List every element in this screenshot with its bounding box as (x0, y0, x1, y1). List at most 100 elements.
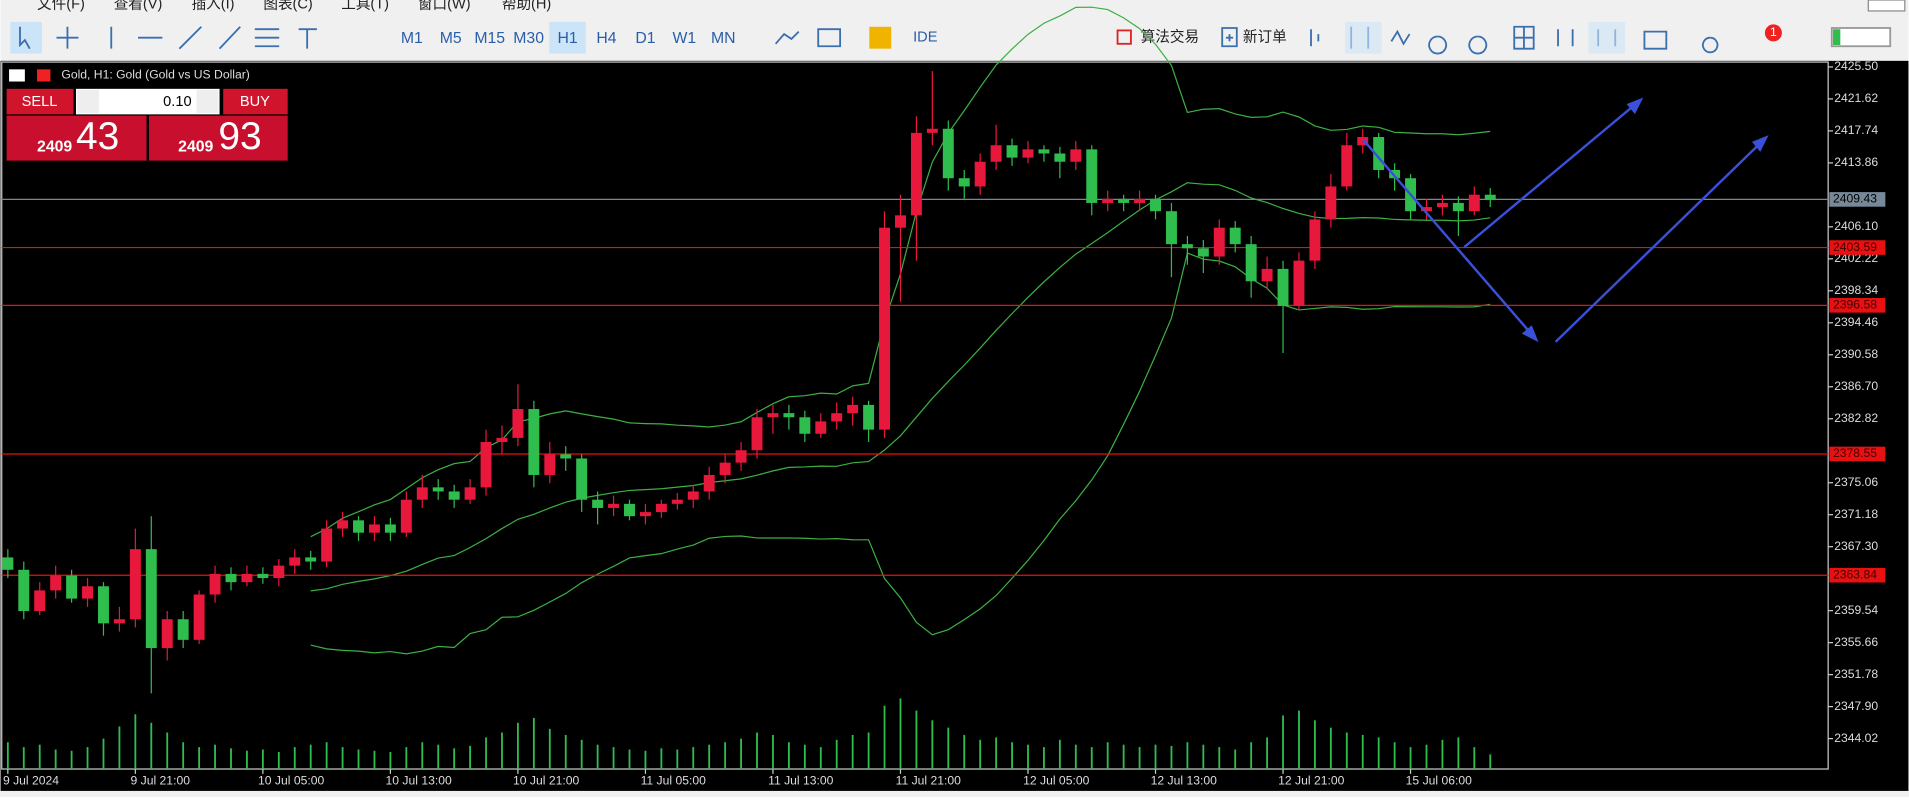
candle-body (799, 417, 811, 434)
candle-body (671, 499, 683, 504)
bid-big: 2409 (37, 138, 72, 155)
candle-body (544, 454, 556, 475)
bollinger-band (310, 252, 1491, 655)
price-level-tag (1829, 446, 1886, 462)
x-tick-label: 12 Jul 13:00 (1151, 773, 1217, 787)
y-tick-label: 2375.06 (1834, 475, 1878, 489)
candle-body (703, 474, 715, 492)
ask-big: 2409 (178, 138, 213, 155)
candle-body (432, 487, 444, 492)
arrow-line (1554, 136, 1767, 343)
candle-body (337, 520, 349, 529)
candle-body (1325, 186, 1337, 220)
candle-body (353, 520, 364, 533)
y-tick-label: 2355.66 (1834, 635, 1878, 649)
candle-btn[interactable] (1345, 21, 1382, 54)
timeframe-button[interactable]: W1 (673, 30, 697, 47)
arrow-head (1521, 325, 1539, 343)
menu-item[interactable]: 工具(T) (341, 0, 389, 13)
chart-icon (9, 69, 25, 82)
candle-body (624, 503, 635, 517)
y-tick-label: 2425.50 (1834, 59, 1878, 73)
x-tick-label: 10 Jul 05:00 (258, 773, 324, 787)
candle-body (305, 557, 317, 562)
volume-up[interactable] (196, 90, 219, 114)
candle-body (400, 499, 412, 533)
candle-body (1150, 198, 1161, 212)
algo-icon[interactable] (1116, 29, 1132, 45)
x-tick-label: 11 Jul 13:00 (768, 773, 834, 787)
candle-body (1038, 149, 1050, 154)
menu-item[interactable]: 查看(V) (114, 0, 163, 13)
draw-icons[interactable] (110, 26, 317, 50)
algo-trading-button[interactable]: 算法交易 (1141, 28, 1199, 46)
price-level-label: 2396.58 (1833, 298, 1877, 312)
arrow-head (1626, 97, 1644, 115)
arrow-head (1751, 135, 1769, 152)
y-tick-label: 2386.70 (1834, 379, 1878, 393)
sell-label[interactable]: SELL (22, 94, 58, 110)
timeframe-button[interactable]: MN (711, 30, 736, 47)
candle-body (321, 528, 333, 562)
ide-button[interactable]: IDE (913, 30, 938, 46)
crosshair-icon[interactable] (56, 26, 79, 49)
volume-down[interactable] (77, 90, 100, 114)
timeframe-button[interactable]: M15 (474, 30, 505, 47)
y-tick-label: 2394.46 (1834, 315, 1878, 329)
timeframe-button[interactable]: M1 (401, 30, 423, 47)
candle-body (113, 619, 125, 624)
bid-box[interactable] (6, 115, 147, 161)
menu-item[interactable]: 窗口(W) (418, 0, 471, 13)
candle-body (161, 619, 173, 649)
candle-body (241, 573, 253, 583)
buy-button[interactable] (223, 88, 288, 115)
timeframe-button[interactable]: M5 (440, 30, 462, 47)
timeframe-button[interactable]: M30 (513, 30, 544, 47)
account-bar-fill (1833, 29, 1841, 46)
new-order-button[interactable]: 新订单 (1243, 29, 1287, 46)
candle-body (384, 524, 396, 533)
cursor-btn[interactable] (10, 21, 42, 54)
sell-button[interactable] (6, 88, 74, 115)
window-close[interactable] (1867, 0, 1906, 12)
candle-body (273, 565, 285, 579)
candle-body (1102, 198, 1114, 203)
candle-body (783, 413, 795, 418)
timeframe-button[interactable]: H1 (557, 30, 577, 47)
timeframe-button[interactable]: H4 (596, 30, 616, 47)
market-icon[interactable] (869, 26, 892, 49)
ask-box[interactable] (148, 115, 288, 161)
menu-item[interactable]: 插入(I) (192, 0, 235, 13)
candle-body (82, 586, 94, 599)
candle-body (863, 404, 875, 430)
timeframe-active[interactable] (549, 21, 586, 54)
menu-item[interactable]: 帮助(H) (502, 0, 551, 13)
candle-body (257, 573, 269, 579)
menu-item[interactable]: 图表(C) (263, 0, 312, 13)
arrow-line (1362, 139, 1538, 341)
cursor-icon (19, 26, 31, 50)
candle-body (1341, 145, 1353, 187)
y-tick-label: 2417.74 (1834, 123, 1878, 137)
autoscroll-btn[interactable] (1588, 21, 1625, 54)
candle-body (1389, 169, 1401, 179)
volume-input[interactable] (75, 88, 220, 115)
menu-item[interactable]: 文件(F) (37, 0, 85, 13)
buy-label[interactable]: BUY (240, 94, 270, 110)
candle-body (1277, 268, 1289, 306)
candle-body (608, 503, 620, 508)
indicator-icons[interactable] (774, 28, 842, 48)
timeframe-button[interactable]: D1 (635, 30, 655, 47)
candle-body (847, 404, 859, 414)
candle-body (18, 569, 30, 611)
x-tick-label: 10 Jul 21:00 (513, 773, 579, 787)
candle-body (1022, 149, 1034, 158)
order-icon[interactable] (1221, 27, 1238, 48)
candle-body (719, 462, 731, 475)
candle-body (1229, 227, 1241, 245)
volume-value[interactable]: 0.10 (163, 94, 191, 110)
account-bar[interactable] (1830, 27, 1892, 48)
notify-badge[interactable] (1764, 24, 1782, 42)
